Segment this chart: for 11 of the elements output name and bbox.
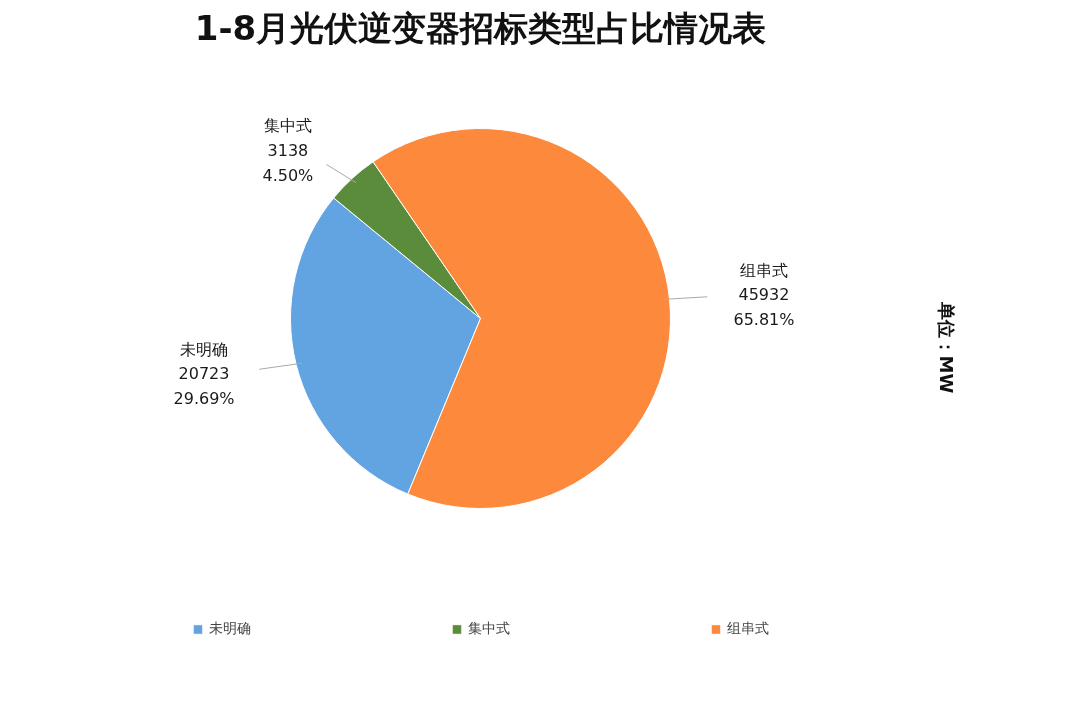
chart-title: 1-8月光伏逆变器招标类型占比情况表 (194, 7, 767, 48)
data-label: 3138 4.50% (262, 140, 314, 185)
slice-label: 集中式 (263, 116, 312, 136)
data-label: 20723 29.69% (173, 364, 235, 409)
legend-label: 未明确 (208, 620, 251, 638)
legend-label: 组串式 (726, 620, 769, 638)
text: 单位：MW (935, 300, 957, 394)
legend-label: 集中式 (467, 620, 510, 638)
slice-label: 未明确 (180, 339, 229, 359)
slice-label: 组串式 (739, 260, 788, 280)
data-label: 45932 65.81% (733, 285, 795, 330)
